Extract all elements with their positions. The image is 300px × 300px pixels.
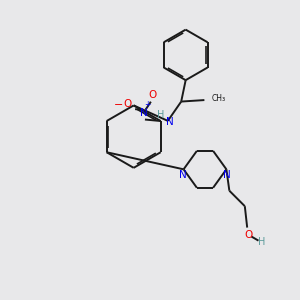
Text: +: + <box>144 100 150 109</box>
Text: −: − <box>114 100 123 110</box>
Text: N: N <box>179 170 187 180</box>
Text: N: N <box>140 108 148 118</box>
Text: H: H <box>258 237 265 247</box>
Text: H: H <box>157 110 164 120</box>
Text: N: N <box>224 170 231 180</box>
Text: O: O <box>123 99 131 109</box>
Text: N: N <box>166 117 174 127</box>
Text: O: O <box>148 90 157 100</box>
Text: CH₃: CH₃ <box>212 94 226 103</box>
Text: O: O <box>244 230 253 240</box>
